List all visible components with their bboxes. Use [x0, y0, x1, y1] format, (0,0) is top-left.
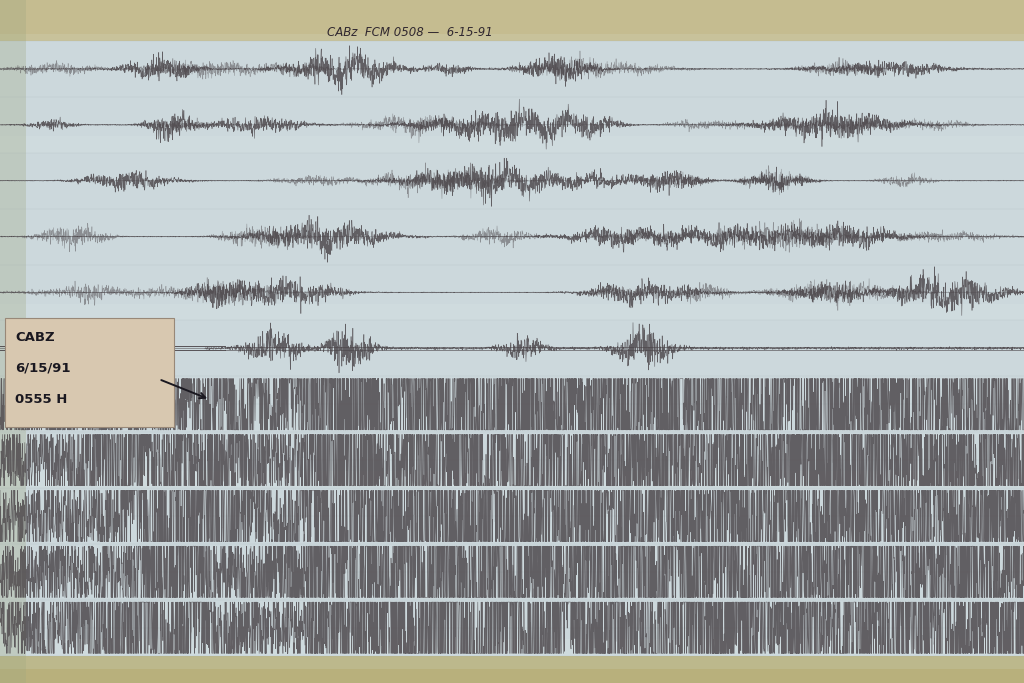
Bar — [0, 0, 1024, 41]
Text: CABZ: CABZ — [15, 331, 55, 344]
Bar — [0, 471, 1024, 488]
Bar — [0, 0, 26, 683]
Bar — [0, 304, 1024, 320]
Bar — [0, 639, 1024, 656]
Text: CABz  FCM 0508 —  6-15-91: CABz FCM 0508 — 6-15-91 — [327, 26, 493, 39]
Bar — [0, 136, 1024, 153]
Bar — [0, 656, 1024, 683]
Text: 6/15/91: 6/15/91 — [15, 362, 71, 375]
Text: 0555 H: 0555 H — [15, 393, 68, 406]
FancyBboxPatch shape — [5, 318, 174, 427]
